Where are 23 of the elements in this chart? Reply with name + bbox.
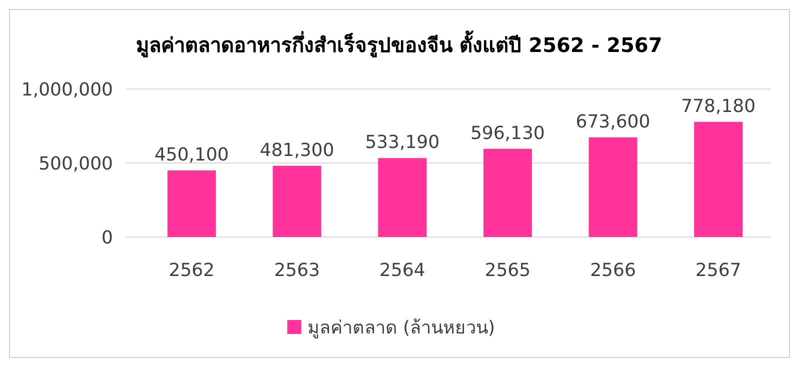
y-tick-label: 0: [102, 227, 113, 248]
chart-title: มูลค่าตลาดอาหารกึ่งสำเร็จรูปของจีน ตั้งแต่ปี 2562 - 2567: [136, 30, 662, 59]
bar: [588, 137, 638, 237]
bar: [483, 148, 532, 237]
legend-label: มูลค่าตลาด (ล้านหยวน): [307, 317, 496, 338]
text: 673,600: [576, 111, 650, 132]
bar: [272, 166, 322, 237]
text: 450,100: [154, 144, 229, 166]
x-tick-label: 2567: [695, 260, 742, 281]
text: 481,300: [260, 140, 334, 161]
x-tick-label: 2565: [484, 260, 531, 281]
bar: [694, 122, 743, 237]
text: 533,190: [365, 132, 440, 154]
text: 778,180: [681, 96, 756, 117]
x-tick-label: 2562: [168, 260, 215, 281]
x-tick-label: 2563: [274, 260, 320, 281]
x-tick-label: 2566: [590, 260, 636, 281]
bar: [378, 158, 427, 237]
y-tick-label: 500,000: [38, 153, 113, 174]
x-tick-label: 2564: [379, 260, 426, 281]
bar: [167, 170, 216, 237]
y-tick-label: 1,000,000: [21, 79, 113, 100]
text: 596,130: [470, 122, 545, 144]
